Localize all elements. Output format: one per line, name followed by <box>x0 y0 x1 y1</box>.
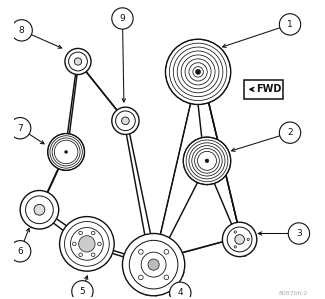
Text: FWD: FWD <box>256 84 281 94</box>
Text: 3: 3 <box>296 229 302 238</box>
Text: 4: 4 <box>177 288 183 297</box>
Circle shape <box>34 205 45 215</box>
Circle shape <box>48 134 84 170</box>
Circle shape <box>148 259 159 270</box>
Circle shape <box>183 137 231 184</box>
Circle shape <box>222 222 257 257</box>
Circle shape <box>20 190 59 229</box>
Circle shape <box>205 159 209 163</box>
Circle shape <box>79 253 82 257</box>
Circle shape <box>280 122 301 143</box>
FancyBboxPatch shape <box>244 80 283 99</box>
Circle shape <box>91 253 95 257</box>
Circle shape <box>234 231 236 233</box>
Circle shape <box>235 235 244 244</box>
Circle shape <box>247 238 249 241</box>
Circle shape <box>122 117 129 125</box>
Circle shape <box>195 69 201 74</box>
Circle shape <box>138 250 143 254</box>
Text: 9: 9 <box>120 14 125 23</box>
Circle shape <box>280 14 301 35</box>
Circle shape <box>74 58 82 65</box>
Circle shape <box>112 8 133 29</box>
Circle shape <box>112 107 139 135</box>
Text: 8087bfc2: 8087bfc2 <box>279 291 308 296</box>
Text: 1: 1 <box>287 20 293 29</box>
Circle shape <box>65 150 68 153</box>
Circle shape <box>9 118 31 139</box>
Text: 5: 5 <box>80 287 85 296</box>
Text: 6: 6 <box>17 247 23 256</box>
Circle shape <box>138 275 143 280</box>
Circle shape <box>170 282 191 299</box>
Circle shape <box>123 234 185 296</box>
Text: 8: 8 <box>19 26 24 35</box>
Circle shape <box>288 223 310 244</box>
Circle shape <box>11 20 32 41</box>
Circle shape <box>72 242 76 246</box>
Circle shape <box>98 242 101 246</box>
Circle shape <box>234 246 236 248</box>
Circle shape <box>91 231 95 235</box>
Circle shape <box>165 39 231 104</box>
Circle shape <box>79 231 82 235</box>
Text: 2: 2 <box>287 128 293 137</box>
Circle shape <box>164 250 169 254</box>
Text: 7: 7 <box>17 124 23 133</box>
Circle shape <box>59 216 114 271</box>
Circle shape <box>65 48 91 74</box>
Circle shape <box>72 281 93 299</box>
Circle shape <box>79 236 95 252</box>
Circle shape <box>164 275 169 280</box>
Circle shape <box>9 241 31 262</box>
